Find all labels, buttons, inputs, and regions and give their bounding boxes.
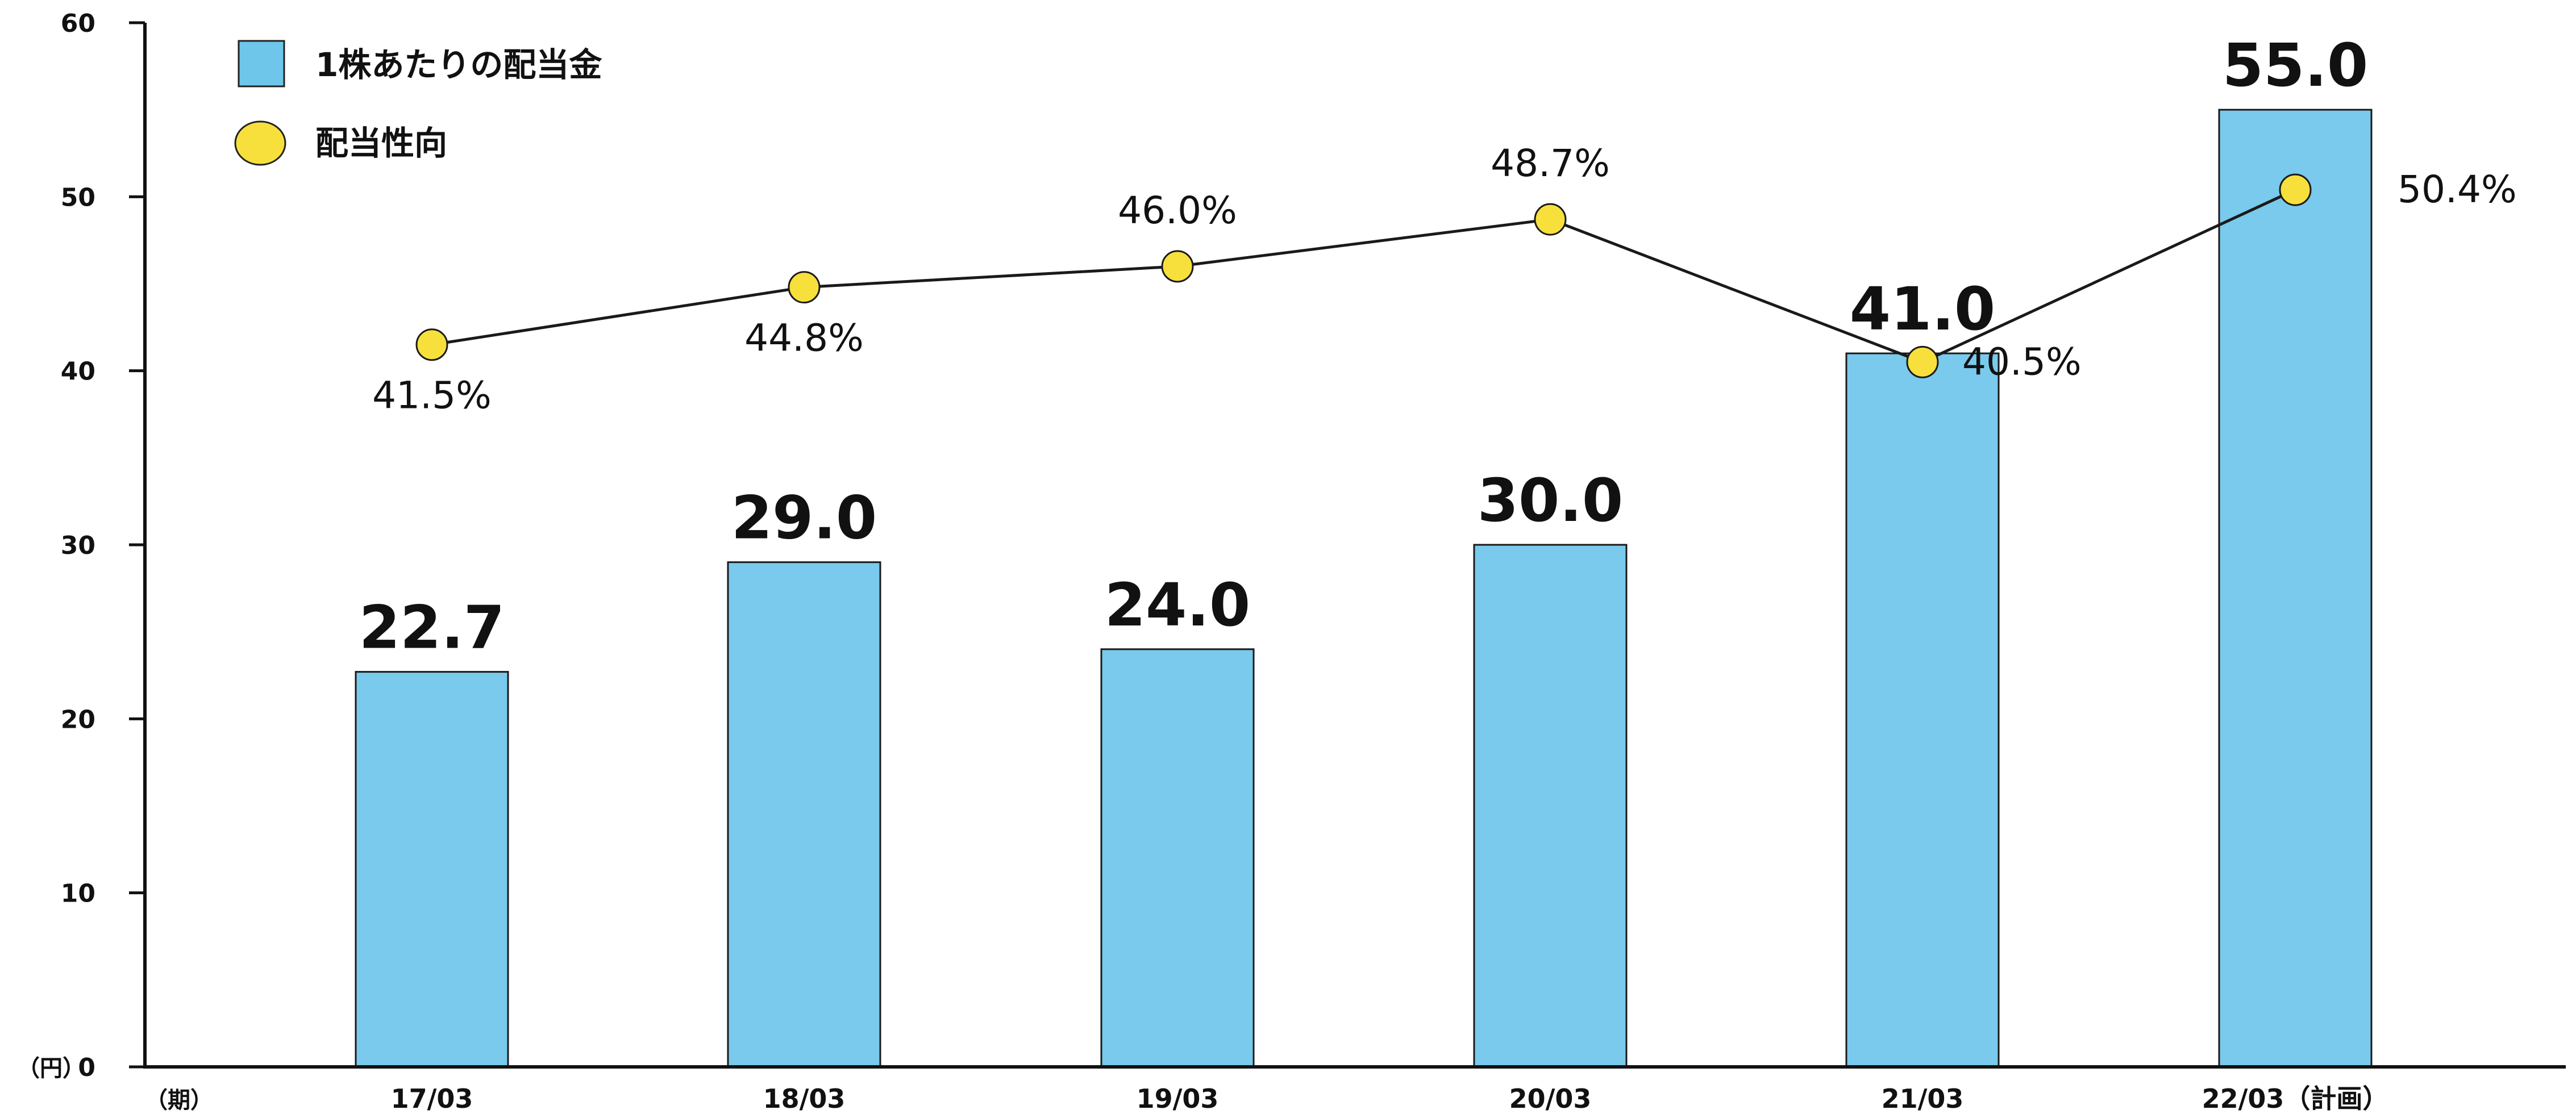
bar-20/03 <box>1473 544 1628 1068</box>
x-unit-label: （期） <box>145 1087 213 1113</box>
legend: 1株あたりの配当金 配当性向 <box>234 40 602 166</box>
x-tick-label-22/03（計画）: 22/03（計画） <box>2202 1083 2389 1114</box>
y-tick-label-40: 40 <box>61 357 95 386</box>
x-tick-label-19/03: 19/03 <box>1137 1083 1219 1114</box>
bar-17/03 <box>355 671 509 1068</box>
bar-21/03 <box>1845 352 2000 1068</box>
bar-19/03 <box>1100 648 1255 1068</box>
payout-label-21/03: 40.5% <box>1962 340 2082 383</box>
bar-value-label-17/03: 22.7 <box>359 593 505 662</box>
bar-value-label-19/03: 24.0 <box>1105 570 1251 640</box>
y-unit-label: （円） <box>17 1056 85 1082</box>
legend-bar-label: 1株あたりの配当金 <box>315 45 602 84</box>
axes-layer: 0 10 20 30 40 50 60 （円） （期） 17/03 18/03 19/03 20/03 2… <box>17 9 2566 1114</box>
line-layer <box>415 173 2312 378</box>
bar-18/03 <box>727 561 881 1068</box>
payout-point-22/03（計画） <box>2279 173 2312 206</box>
bar-value-label-18/03: 29.0 <box>731 483 877 553</box>
x-tick-label-20/03: 20/03 <box>1509 1083 1592 1114</box>
legend-bar-swatch <box>238 40 285 87</box>
bar-22/03（計画） <box>2218 109 2373 1068</box>
labels-layer: 22.7 29.0 24.0 30.0 41.0 55.0 41.5% 44.8% 46.0% 4… <box>359 31 2517 662</box>
payout-label-18/03: 44.8% <box>744 316 864 360</box>
bar-value-label-20/03: 30.0 <box>1478 466 1624 535</box>
payout-label-19/03: 46.0% <box>1118 189 1237 232</box>
payout-point-18/03 <box>788 271 821 304</box>
bar-value-label-22/03（計画）: 55.0 <box>2223 31 2369 100</box>
bar-value-label-21/03: 41.0 <box>1850 274 1996 344</box>
payout-label-22/03（計画）: 50.4% <box>2398 168 2517 211</box>
x-tick-label-18/03: 18/03 <box>763 1083 846 1114</box>
payout-label-17/03: 41.5% <box>372 374 492 418</box>
y-tick-label-10: 10 <box>61 879 95 908</box>
x-tick-label-17/03: 17/03 <box>391 1083 473 1114</box>
payout-point-17/03 <box>415 328 448 361</box>
legend-line-swatch <box>234 120 286 166</box>
payout-point-21/03 <box>1906 345 1939 378</box>
y-tick-label-60: 60 <box>61 9 95 38</box>
y-tick-label-50: 50 <box>61 183 95 212</box>
payout-point-20/03 <box>1534 203 1567 236</box>
y-tick-label-0: 0 <box>78 1053 95 1082</box>
payout-point-19/03 <box>1161 250 1194 283</box>
payout-ratio-line <box>431 188 2296 364</box>
bars-layer <box>355 109 2373 1068</box>
payout-label-20/03: 48.7% <box>1491 141 1610 185</box>
y-tick-label-20: 20 <box>61 705 95 734</box>
x-tick-label-21/03: 21/03 <box>1882 1083 1964 1114</box>
legend-line-label: 配当性向 <box>315 124 447 162</box>
y-tick-label-30: 30 <box>61 531 95 560</box>
